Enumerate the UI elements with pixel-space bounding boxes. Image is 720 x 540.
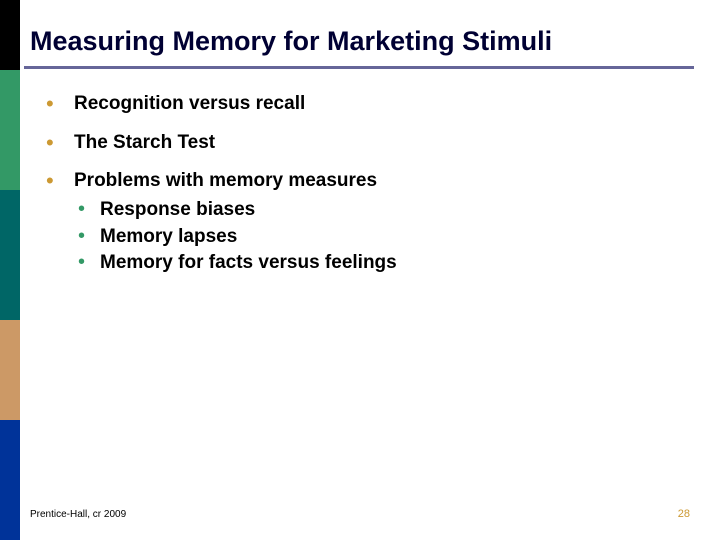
bullet-text: Recognition versus recall [74,93,305,114]
footer-copyright: Prentice-Hall, cr 2009 [30,509,126,520]
sub-bullet-item: Memory for facts versus feelings [74,251,686,276]
slide-number: 28 [678,508,690,520]
sidebar-segment [0,190,20,320]
bullet-list: Recognition versus recall The Starch Test… [46,92,686,276]
bullet-item: Problems with memory measures Response bi… [46,169,686,276]
title-underline [24,66,694,69]
slide: Measuring Memory for Marketing Stimuli R… [0,0,720,540]
sub-bullet-item: Response biases [74,198,686,223]
bullet-item: Recognition versus recall [46,92,686,117]
sidebar-accent [0,0,20,540]
slide-title: Measuring Memory for Marketing Stimuli [30,26,552,57]
sub-bullet-list: Response biasesMemory lapsesMemory for f… [74,198,686,276]
sub-bullet-item: Memory lapses [74,225,686,250]
sidebar-segment [0,70,20,190]
sidebar-segment [0,0,20,70]
bullet-text: Problems with memory measures [74,170,377,191]
sidebar-segment [0,420,20,540]
content-area: Recognition versus recall The Starch Test… [46,92,686,290]
bullet-text: The Starch Test [74,132,215,153]
bullet-item: The Starch Test [46,131,686,156]
sidebar-segment [0,320,20,420]
